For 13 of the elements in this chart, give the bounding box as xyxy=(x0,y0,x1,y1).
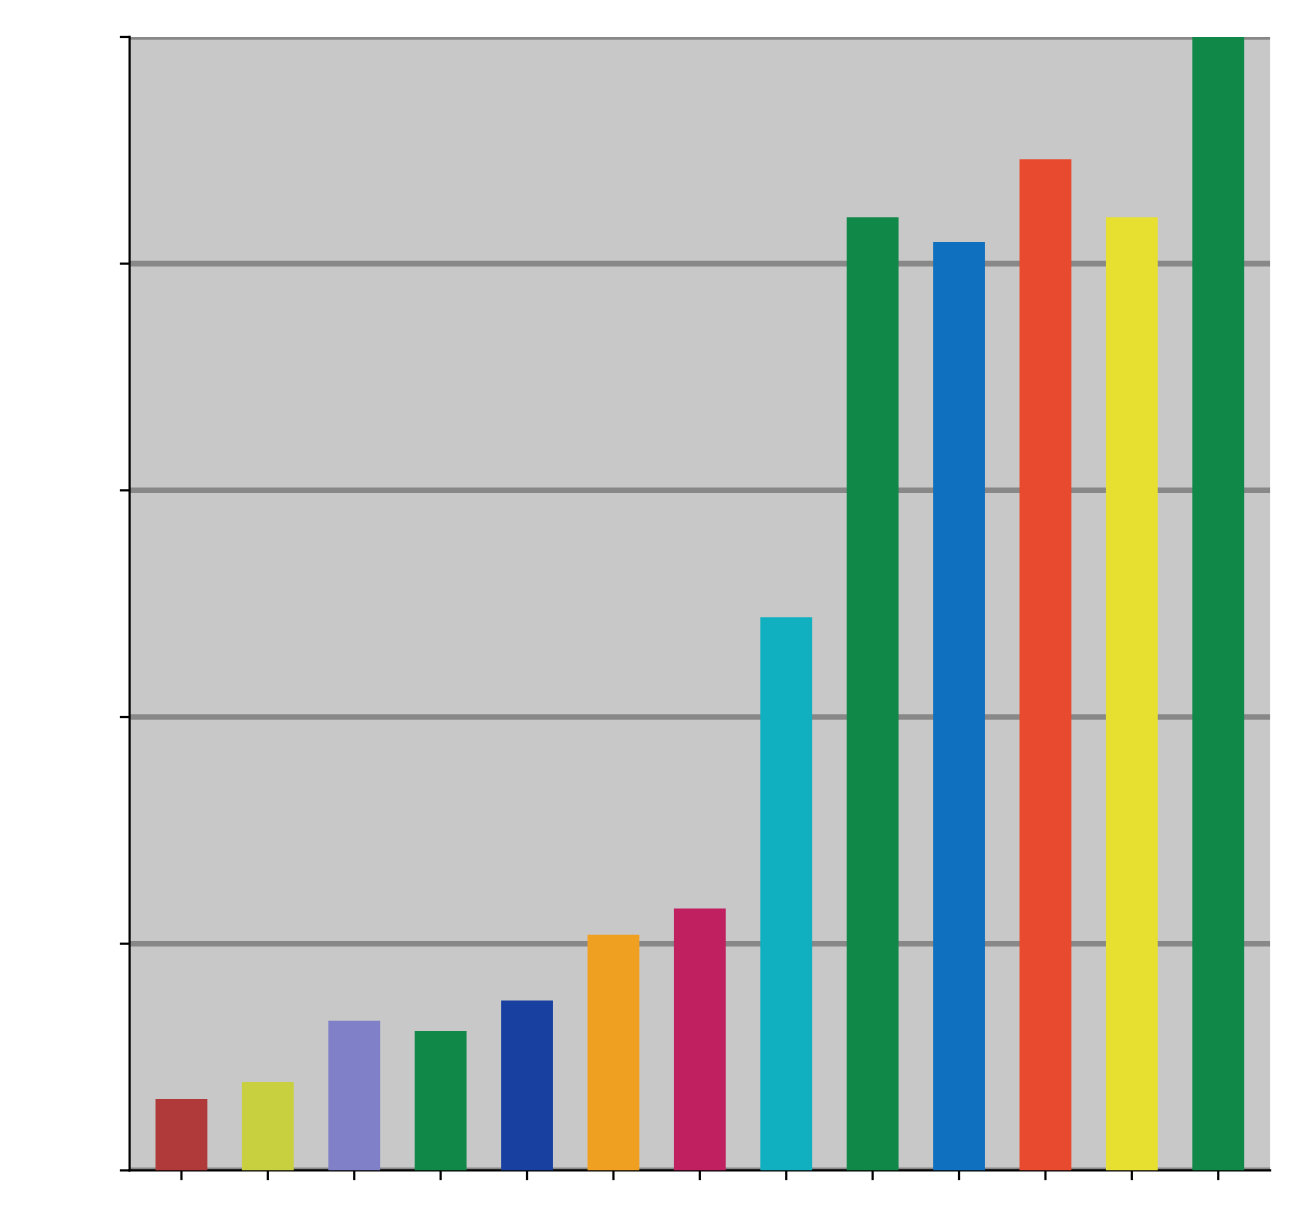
bar xyxy=(241,1081,294,1171)
bar xyxy=(1019,159,1072,1171)
bar xyxy=(328,1020,381,1171)
bar xyxy=(155,1098,208,1171)
bar xyxy=(760,617,813,1171)
bar xyxy=(1192,36,1245,1171)
bar xyxy=(673,908,726,1171)
bar xyxy=(587,934,640,1171)
bar xyxy=(414,1030,467,1171)
bar xyxy=(846,217,899,1171)
bar xyxy=(501,1000,553,1171)
bar xyxy=(933,242,985,1171)
bar xyxy=(1105,217,1158,1171)
